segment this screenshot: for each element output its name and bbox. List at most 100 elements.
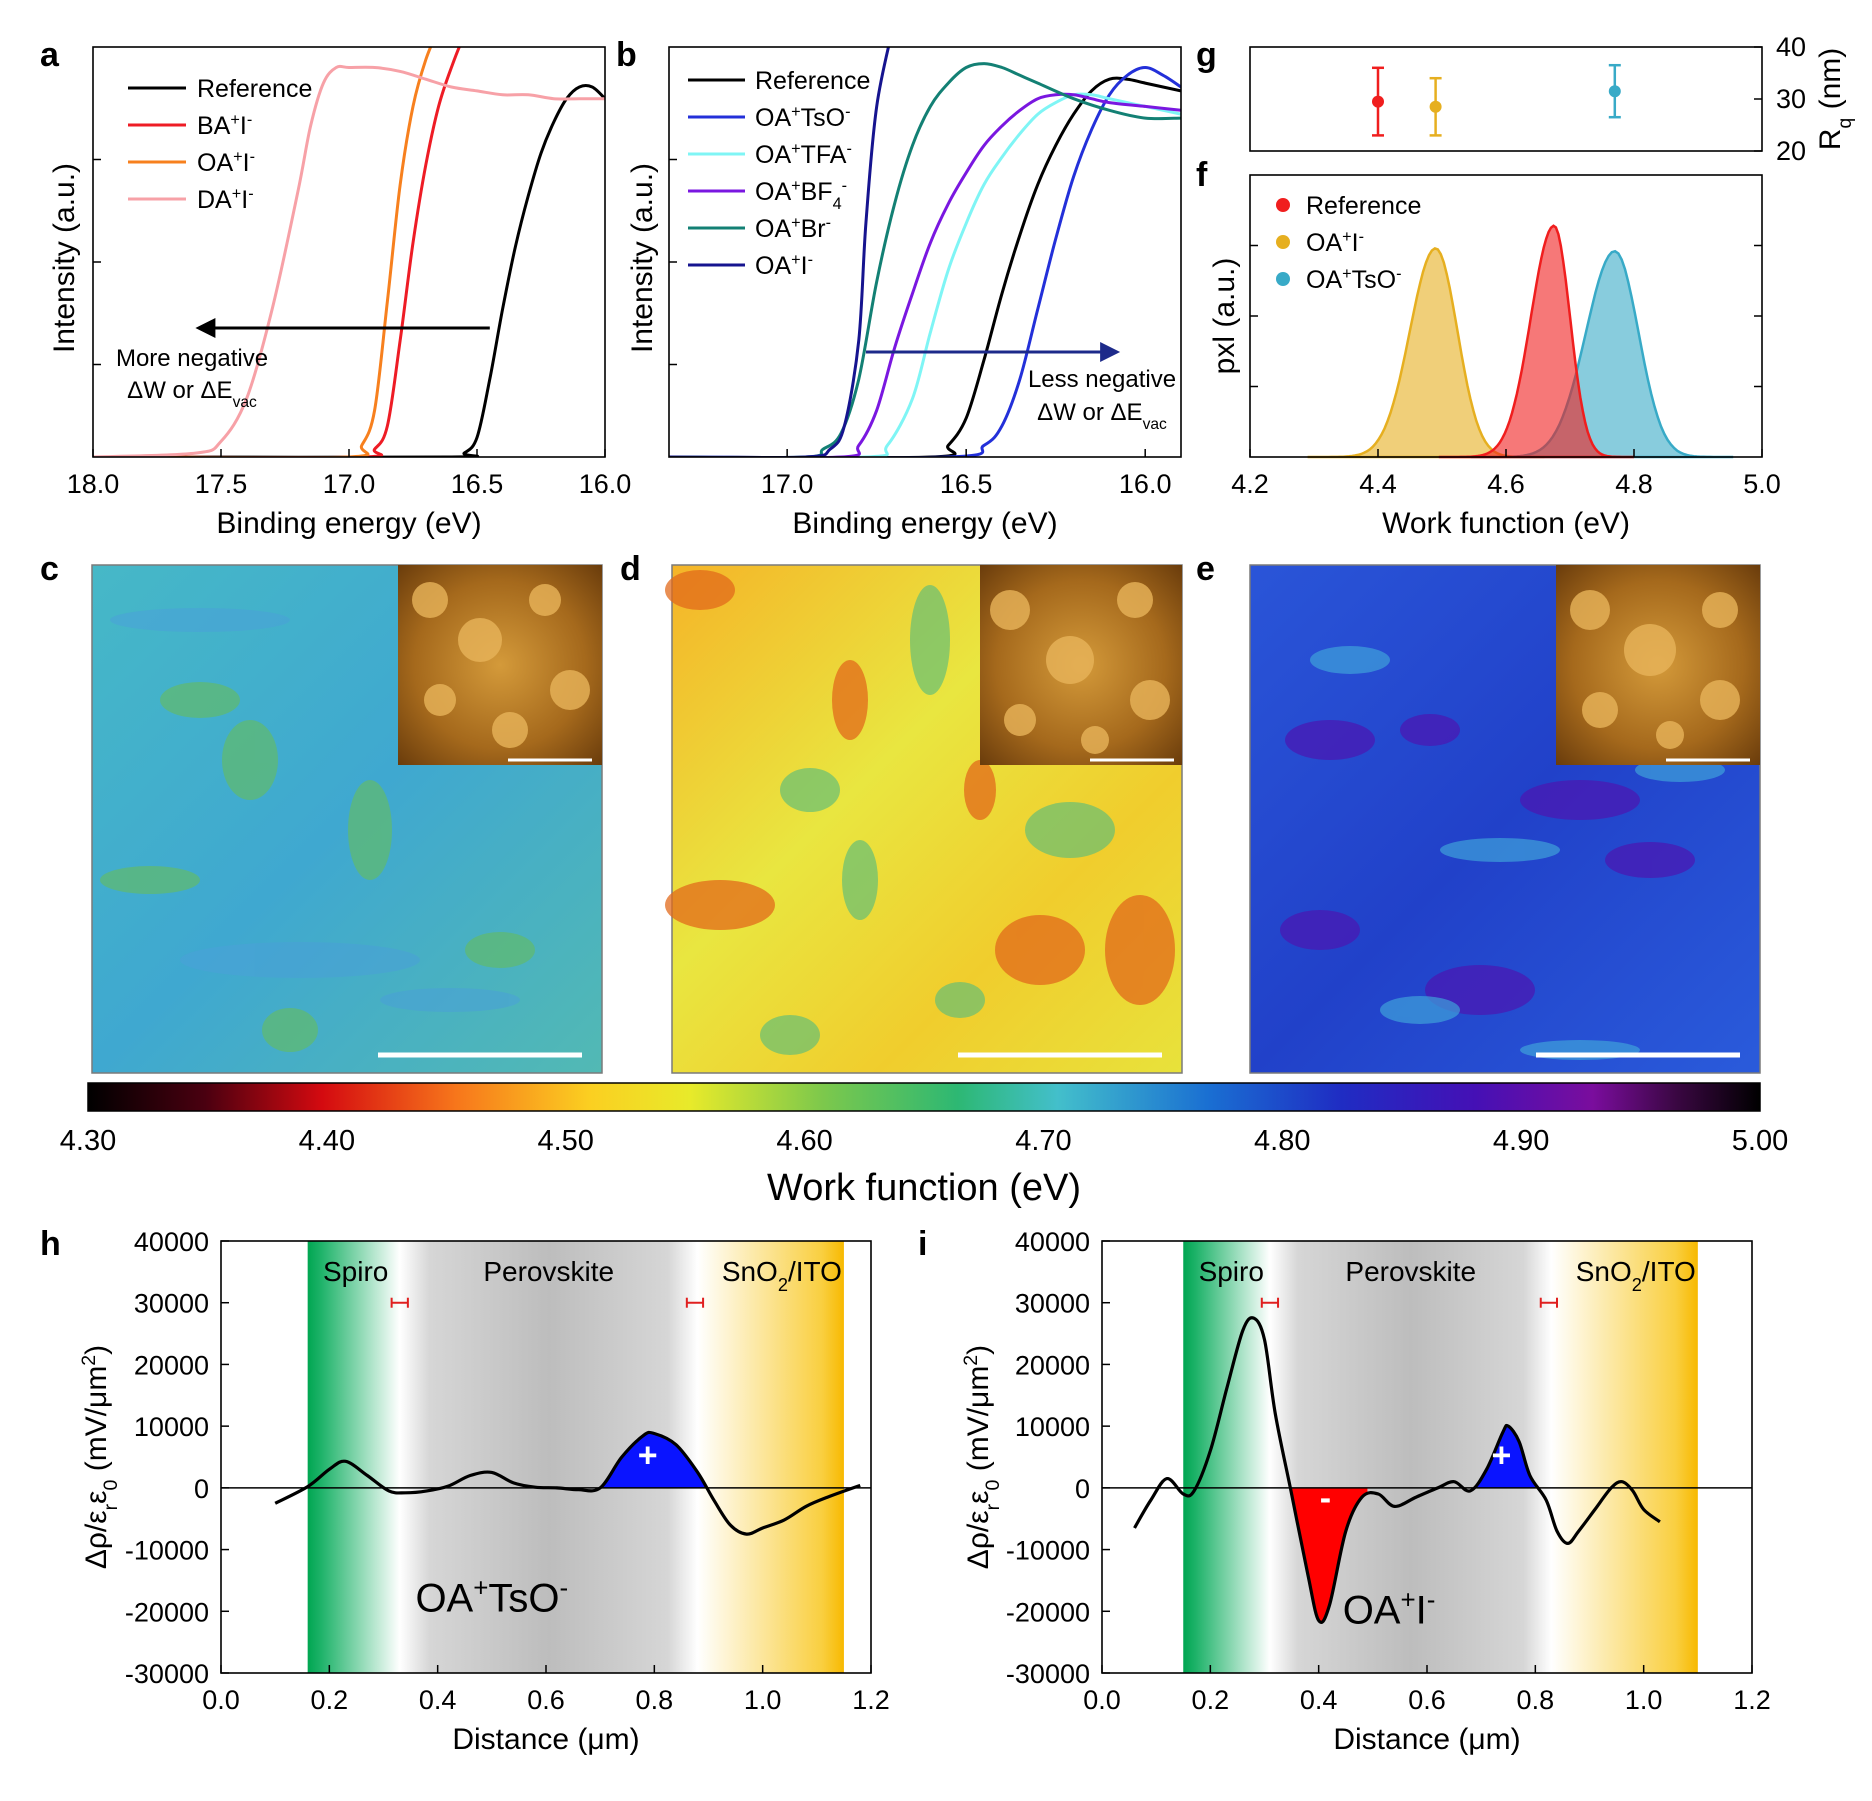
y-tick-label: -30000 <box>125 1659 209 1689</box>
charge-density-curve <box>274 1430 861 1536</box>
colorbar-gradient <box>87 1082 1761 1112</box>
minus-sign: - <box>1320 1479 1331 1517</box>
x-tick-label: 5.0 <box>1743 469 1781 499</box>
x-axis-label: Distance (μm) <box>452 1723 639 1756</box>
y-tick-label: 0 <box>1075 1474 1090 1504</box>
colorbar-tick-label: 4.90 <box>1493 1125 1549 1157</box>
series-line-4 <box>669 62 1181 457</box>
panel-h-chart: Spiro Perovskite SnO2/ITO +40000 30000 20000 1… <box>78 1227 890 1756</box>
colorbar-tick-label: 4.50 <box>537 1125 593 1157</box>
colorbar-tick-label: 4.60 <box>776 1125 832 1157</box>
legend-label: OA+BF4- <box>755 177 847 213</box>
legend-label: DA+I- <box>197 185 254 214</box>
x-tick-label: 0.8 <box>636 1685 674 1715</box>
panel-i-chart: Spiro Perovskite SnO2/ITO + - 40000 30000 20000… <box>960 1227 1771 1756</box>
legend-label: OA+I- <box>197 148 255 177</box>
y-tick-label: 20 <box>1776 136 1806 166</box>
y-tick-label: -10000 <box>125 1536 209 1566</box>
panel-a-chart: 18.0 17.5 17.0 16.5 16.0 Binding energy (eV) I… <box>48 46 632 540</box>
x-tick-label: 0.4 <box>1300 1685 1338 1715</box>
legend-label: BA+I- <box>197 111 252 140</box>
x-tick-label: 16.5 <box>940 469 993 499</box>
data-point <box>1372 95 1384 108</box>
legend-label: OA+I- <box>755 251 813 280</box>
y-tick-label: -20000 <box>1006 1597 1090 1627</box>
annotation-line2: ΔW or ΔEvac <box>127 377 257 411</box>
legend-label: Reference <box>197 75 312 103</box>
x-tick-label: 16.5 <box>451 469 504 499</box>
x-tick-label: 0.0 <box>1083 1685 1121 1715</box>
positive-charge-fill <box>600 1432 707 1488</box>
panel-label-e: e <box>1196 550 1215 588</box>
spiro-region <box>307 1241 400 1673</box>
x-tick-label: 4.2 <box>1231 469 1269 499</box>
panel-f-chart: 4.2 4.4 4.6 4.8 5.0 Work function (eV) pxl (a.… <box>1208 174 1781 540</box>
panel-label-i: i <box>918 1225 927 1263</box>
sample-label: OA+TsO- <box>415 1572 568 1620</box>
x-tick-label: 17.0 <box>761 469 814 499</box>
x-tick-label: 4.4 <box>1359 469 1397 499</box>
negative-charge-fill <box>1283 1487 1368 1623</box>
sno2-region <box>1551 1241 1698 1673</box>
shift-arrowhead <box>195 318 216 338</box>
legend-label: OA+I- <box>1306 228 1364 257</box>
x-axis-label: Work function (eV) <box>1382 507 1630 540</box>
x-tick-label: 17.5 <box>195 469 248 499</box>
x-tick-label: 16.0 <box>1119 469 1172 499</box>
x-tick-label: 17.0 <box>323 469 376 499</box>
x-tick-label: 18.0 <box>67 469 120 499</box>
x-tick-label: 0.4 <box>419 1685 457 1715</box>
legend-label: Reference <box>1306 192 1421 220</box>
legend-marker <box>1276 198 1290 212</box>
annotation-line2: ΔW or ΔEvac <box>1037 399 1167 433</box>
x-tick-label: 0.6 <box>1408 1685 1446 1715</box>
x-axis-label: Binding energy (eV) <box>792 507 1057 540</box>
panel-label-a: a <box>40 36 60 74</box>
colorbar-tick-label: 5.00 <box>1732 1125 1788 1157</box>
series-line-da <box>93 64 605 457</box>
legend-label: OA+TsO- <box>1306 265 1402 294</box>
region-label-spiro: Spiro <box>1199 1256 1264 1287</box>
legend-label: OA+Br- <box>755 214 831 243</box>
x-tick-label: 1.2 <box>1733 1685 1771 1715</box>
y-tick-label: -20000 <box>125 1597 209 1627</box>
y-tick-label: -30000 <box>1006 1659 1090 1689</box>
legend-label: OA+TFA- <box>755 140 852 169</box>
positive-charge-fill <box>1474 1425 1536 1488</box>
x-tick-label: 0.0 <box>202 1685 240 1715</box>
charge-density-curve <box>1133 1316 1661 1624</box>
annotation-line1: More negative <box>116 345 268 372</box>
x-tick-label: 1.2 <box>852 1685 890 1715</box>
colorbar-tick-label: 4.40 <box>299 1125 355 1157</box>
sno2-region <box>697 1241 844 1673</box>
colorbar-ticks: 4.30 4.40 4.50 4.60 4.70 4.80 4.90 5.00 <box>60 1125 1788 1157</box>
y-tick-label: 40000 <box>1015 1227 1090 1257</box>
x-tick-label: 16.0 <box>579 469 632 499</box>
map-d <box>665 564 1183 1074</box>
y-tick-label: 30 <box>1776 84 1806 114</box>
y-tick-label: 40000 <box>134 1227 209 1257</box>
y-axis-label: Rq (nm) <box>1814 48 1856 151</box>
y-axis-label: Intensity (a.u.) <box>626 163 659 353</box>
x-tick-label: 4.6 <box>1487 469 1525 499</box>
y-tick-label: 10000 <box>1015 1412 1090 1442</box>
region-label-sno2-ito: SnO2/ITO <box>1576 1256 1696 1295</box>
x-tick-label: 4.8 <box>1615 469 1653 499</box>
data-point <box>1429 100 1442 113</box>
colorbar-label: Work function (eV) <box>767 1167 1081 1209</box>
plot-frame <box>1249 46 1763 152</box>
panel-label-d: d <box>620 550 641 588</box>
x-tick-label: 1.0 <box>744 1685 782 1715</box>
panel-b-chart: 17.0 16.5 16.0 Binding energy (eV) Intensity… <box>626 46 1182 540</box>
x-tick-label: 0.2 <box>311 1685 349 1715</box>
y-tick-label: 30000 <box>1015 1289 1090 1319</box>
panel-label-h: h <box>40 1225 61 1263</box>
panel-g-chart: 20 30 40 Rq (nm) <box>1249 32 1856 166</box>
x-tick-label: 0.2 <box>1192 1685 1230 1715</box>
panel-label-c: c <box>40 550 59 588</box>
sample-label: OA+I- <box>1343 1585 1436 1633</box>
plus-sign: + <box>1492 1436 1512 1474</box>
annotation-line1: Less negative <box>1028 366 1176 393</box>
series-line-1 <box>669 65 1181 457</box>
